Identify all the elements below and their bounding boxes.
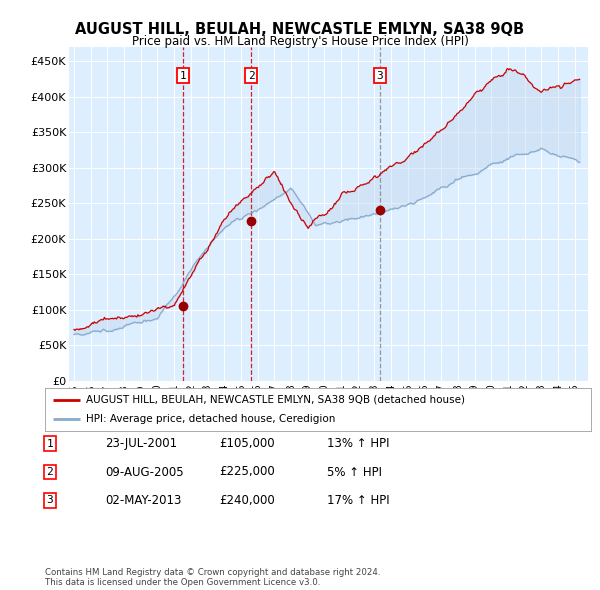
Text: 17% ↑ HPI: 17% ↑ HPI <box>327 494 389 507</box>
Text: Contains HM Land Registry data © Crown copyright and database right 2024.
This d: Contains HM Land Registry data © Crown c… <box>45 568 380 587</box>
Text: 3: 3 <box>46 496 53 505</box>
Text: AUGUST HILL, BEULAH, NEWCASTLE EMLYN, SA38 9QB: AUGUST HILL, BEULAH, NEWCASTLE EMLYN, SA… <box>76 22 524 37</box>
Text: 13% ↑ HPI: 13% ↑ HPI <box>327 437 389 450</box>
Text: 2: 2 <box>248 71 254 81</box>
Text: 3: 3 <box>377 71 383 81</box>
Text: 2: 2 <box>46 467 53 477</box>
Text: AUGUST HILL, BEULAH, NEWCASTLE EMLYN, SA38 9QB (detached house): AUGUST HILL, BEULAH, NEWCASTLE EMLYN, SA… <box>86 395 465 405</box>
Text: 23-JUL-2001: 23-JUL-2001 <box>105 437 177 450</box>
Text: 5% ↑ HPI: 5% ↑ HPI <box>327 466 382 478</box>
Text: HPI: Average price, detached house, Ceredigion: HPI: Average price, detached house, Cere… <box>86 414 335 424</box>
Text: 1: 1 <box>180 71 187 81</box>
Text: 1: 1 <box>46 439 53 448</box>
Text: £240,000: £240,000 <box>219 494 275 507</box>
Text: £225,000: £225,000 <box>219 466 275 478</box>
Text: £105,000: £105,000 <box>219 437 275 450</box>
Text: 09-AUG-2005: 09-AUG-2005 <box>105 466 184 478</box>
Text: Price paid vs. HM Land Registry's House Price Index (HPI): Price paid vs. HM Land Registry's House … <box>131 35 469 48</box>
Text: 02-MAY-2013: 02-MAY-2013 <box>105 494 181 507</box>
